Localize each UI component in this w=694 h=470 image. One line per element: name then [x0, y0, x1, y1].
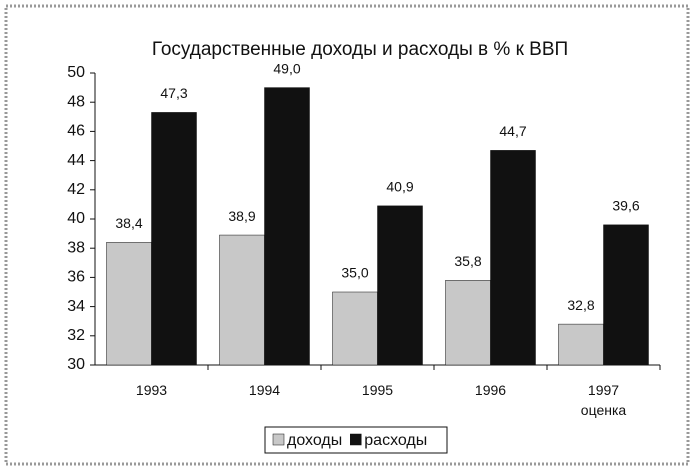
- value-label: 35,8: [454, 253, 481, 269]
- value-label: 38,4: [115, 215, 142, 231]
- x-tick-label: 1995: [361, 382, 394, 398]
- bar: [377, 205, 423, 366]
- legend-swatch: [350, 433, 362, 446]
- value-label: 35,0: [341, 265, 368, 281]
- value-label: 32,8: [567, 297, 594, 313]
- legend-label: расходы: [364, 432, 427, 449]
- value-label: 49,0: [273, 60, 300, 76]
- y-tick-label: 42: [67, 181, 85, 198]
- bar: [106, 242, 152, 366]
- bar: [151, 112, 197, 366]
- bar: [264, 87, 310, 366]
- x-tick-label: 1994: [248, 382, 281, 398]
- bar: [490, 150, 536, 366]
- y-tick-label: 50: [67, 64, 85, 81]
- frame: [4, 4, 690, 466]
- y-tick-label: 34: [67, 298, 85, 315]
- x-tick-label: 1996: [474, 382, 507, 398]
- bar: [332, 291, 378, 366]
- y-tick-label: 32: [67, 327, 85, 344]
- value-label: 40,9: [386, 179, 413, 195]
- y-tick-label: 30: [67, 356, 85, 373]
- x-tick-label: 1993: [135, 382, 168, 398]
- y-tick-label: 46: [67, 123, 85, 140]
- bar: [219, 234, 265, 366]
- legend-label: доходы: [287, 432, 342, 449]
- y-tick-label: 48: [67, 93, 85, 110]
- value-label: 38,9: [228, 208, 255, 224]
- y-tick-label: 36: [67, 269, 85, 286]
- value-label: 39,6: [612, 198, 639, 214]
- chart-title: Государственные доходы и расходы в % к В…: [152, 39, 568, 60]
- bar: [603, 224, 649, 366]
- value-label: 47,3: [160, 85, 187, 101]
- y-tick-label: 44: [67, 152, 85, 169]
- x-tick-label: 1997 оценка: [580, 382, 627, 418]
- bar: [558, 323, 604, 366]
- y-tick-label: 40: [67, 210, 85, 227]
- legend-swatch: [272, 433, 285, 446]
- y-tick-label: 38: [67, 239, 85, 256]
- value-label: 44,7: [499, 123, 526, 139]
- bar: [445, 280, 491, 366]
